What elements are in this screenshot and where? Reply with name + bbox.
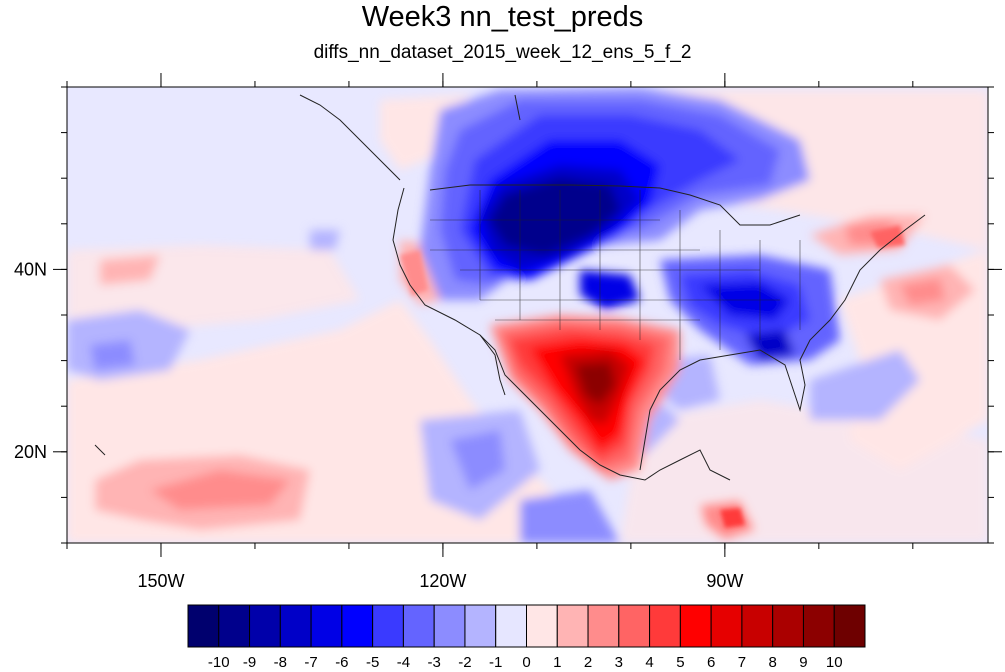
colorbar-label: -6: [335, 654, 348, 671]
colorbar-label: 5: [676, 654, 684, 671]
colorbar-label: 3: [615, 654, 623, 671]
x-tick-label: 90W: [706, 571, 743, 591]
y-axis: 20N 40N: [14, 86, 1002, 544]
colorbar-swatch: [464, 604, 497, 648]
colorbar-label: -8: [274, 654, 287, 671]
colorbar-swatch: [526, 604, 558, 648]
colorbar-swatch: [679, 604, 712, 648]
colorbar-label: -9: [243, 654, 256, 671]
field-plot: [67, 87, 988, 543]
colorbar-swatch: [433, 604, 466, 648]
colorbar-label: 2: [584, 654, 592, 671]
y-tick-label: 20N: [14, 442, 47, 462]
colorbar-swatch: [802, 604, 835, 648]
colorbar-swatch: [741, 604, 774, 648]
colorbar-label: -5: [366, 654, 379, 671]
colorbar-label: 1: [553, 654, 561, 671]
colorbar-swatch: [772, 604, 804, 648]
x-tick-label: 150W: [137, 571, 184, 591]
colorbar-label: 8: [769, 654, 777, 671]
y-tick-label: 40N: [14, 259, 47, 279]
colorbar-swatch: [249, 604, 281, 648]
colorbar-swatch: [618, 604, 651, 648]
colorbar-swatch: [495, 604, 527, 648]
colorbar-label: -2: [458, 654, 471, 671]
colorbar-swatch: [218, 604, 251, 648]
colorbar-label: -1: [489, 654, 502, 671]
colorbar-swatch: [649, 604, 681, 648]
colorbar-label: 9: [799, 654, 807, 671]
colorbar-swatch: [710, 604, 743, 648]
colorbar-swatch: [587, 604, 620, 648]
colorbar-label: 0: [522, 654, 530, 671]
colorbar-swatch: [372, 604, 404, 648]
colorbar-swatch: [341, 604, 374, 648]
coastlines: [94, 94, 926, 481]
colorbar: -10 -9 -8 -7 -6 -5 -4 -3 -2 -1 0 1 2 3 4 5 6 7 8 9 10: [187, 604, 866, 671]
colorbar-label: 4: [645, 654, 653, 671]
x-tick-label: 120W: [419, 571, 466, 591]
x-axis: 150W 120W 90W: [66, 73, 914, 591]
colorbar-label: -10: [208, 654, 230, 671]
colorbar-swatch: [310, 604, 343, 648]
colorbar-label: 7: [738, 654, 746, 671]
colorbar-label: -7: [304, 654, 317, 671]
colorbar-swatch: [833, 604, 866, 648]
colorbar-label: -4: [397, 654, 410, 671]
colorbar-label: -3: [428, 654, 441, 671]
colorbar-label: 6: [707, 654, 715, 671]
map-subtitle: diffs_nn_dataset_2015_week_12_ens_5_f_2: [313, 42, 692, 63]
state-borders: [430, 190, 801, 360]
colorbar-swatch: [402, 604, 435, 648]
colorbar-label: 10: [826, 654, 843, 671]
map-title: Week3 nn_test_preds: [361, 1, 644, 33]
colorbar-swatch: [279, 604, 312, 648]
colorbar-swatch: [556, 604, 589, 648]
colorbar-swatch: [187, 604, 220, 648]
